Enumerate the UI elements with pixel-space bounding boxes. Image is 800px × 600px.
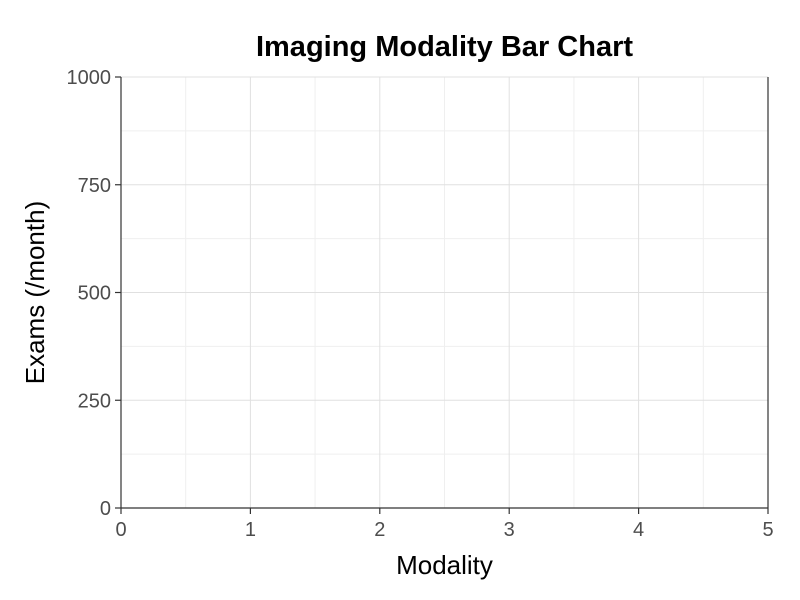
grid-lines — [120, 76, 769, 509]
y-tick-label: 500 — [78, 283, 111, 305]
y-axis-title: Exams (/month) — [20, 201, 50, 385]
x-tick-label: 2 — [374, 519, 385, 541]
x-axis-title: Modality — [396, 550, 493, 580]
y-tick-label: 250 — [78, 390, 111, 412]
tick-marks: 0 1 2 3 4 5 0 250 500 750 1000 — [67, 67, 774, 541]
x-tick-label: 4 — [633, 519, 644, 541]
x-tick-label: 1 — [245, 519, 256, 541]
y-tick-label: 750 — [78, 175, 111, 197]
x-tick-label: 3 — [504, 519, 515, 541]
y-tick-label: 1000 — [67, 67, 112, 89]
chart-title: Imaging Modality Bar Chart — [256, 31, 633, 63]
y-tick-label: 0 — [100, 498, 111, 520]
x-tick-label: 0 — [115, 519, 126, 541]
x-tick-label: 5 — [762, 519, 773, 541]
